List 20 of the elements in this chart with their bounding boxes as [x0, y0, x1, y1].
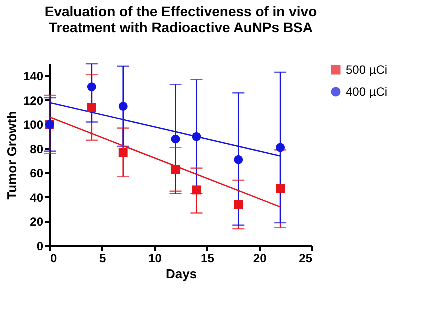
- y-tick-label: 100: [23, 118, 44, 132]
- y-axis-title: Tumor Growth: [4, 111, 20, 200]
- y-tick-label: 40: [30, 190, 44, 205]
- x-axis-title: Days: [166, 266, 198, 282]
- legend-label: 500 µCi: [346, 63, 388, 77]
- x-tick-label: 0: [50, 252, 58, 266]
- x-tick-label: 5: [100, 252, 107, 266]
- y-tick-label: 120: [23, 94, 44, 108]
- legend-label: 400 µCi: [346, 85, 388, 99]
- text: Evaluation of the Effectiveness of in vivo: [44, 3, 318, 20]
- x-tick-label: 15: [201, 252, 215, 266]
- y-tick-label: 140: [23, 70, 44, 84]
- text: Treatment with Radioactive AuNPs BSA: [49, 19, 313, 36]
- x-tick-label: 25: [299, 252, 313, 266]
- y-tick-label: 0: [36, 240, 44, 254]
- y-tick-label: 80: [30, 142, 44, 156]
- x-tick-label: 10: [148, 252, 162, 266]
- x-tick-label: 20: [253, 252, 268, 266]
- y-tick-label: 20: [30, 215, 44, 230]
- y-tick-label: 60: [30, 166, 44, 181]
